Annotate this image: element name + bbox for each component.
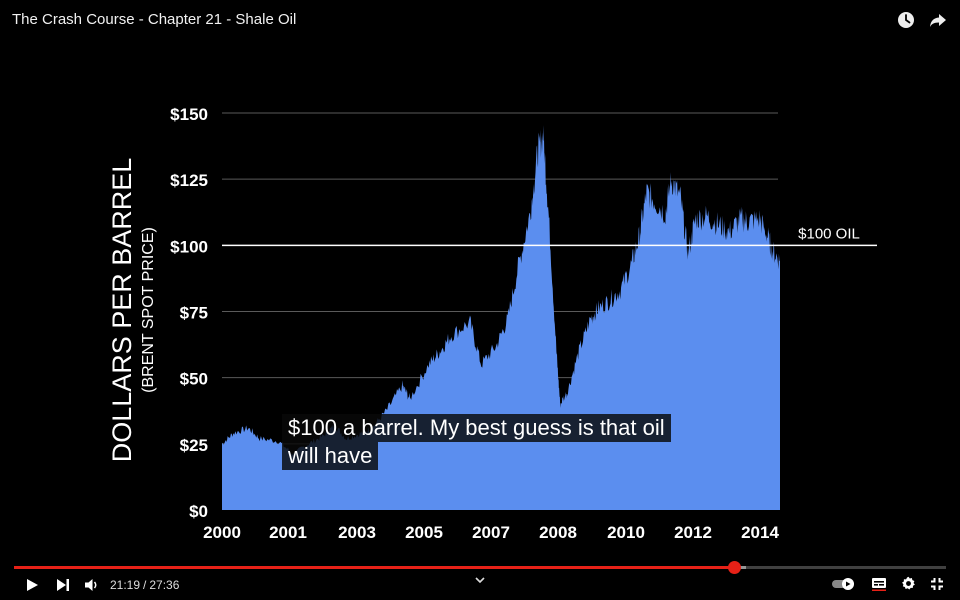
x-tick-labels: 2000 2001 2003 2005 2007 2008 2010 2012 2014 (203, 523, 779, 542)
y-tick-label: $75 (180, 304, 208, 323)
oil-price-chart: $0 $25 $50 $75 $100 $125 $150 2000 2001 2003 2005… (107, 105, 877, 542)
x-tick-label: 2012 (674, 523, 712, 542)
progress-bar[interactable] (14, 561, 946, 574)
y-tick-label: $125 (170, 171, 208, 190)
video-title[interactable]: The Crash Course - Chapter 21 - Shale Oi… (12, 11, 297, 28)
x-tick-label: 2003 (338, 523, 376, 542)
clock-icon[interactable] (896, 10, 916, 30)
y-tick-label: $0 (189, 502, 208, 521)
x-tick-label: 2000 (203, 523, 241, 542)
scrub-handle[interactable] (727, 561, 741, 574)
top-actions (896, 10, 948, 30)
duration: 27:36 (149, 578, 180, 592)
x-tick-label: 2001 (269, 523, 307, 542)
gear-icon[interactable] (901, 576, 916, 591)
price-area-series (222, 125, 780, 511)
caption-line-2: will have (282, 442, 379, 470)
y-tick-label: $150 (170, 105, 208, 124)
y-axis-label: DOLLARS PER BARREL (107, 158, 137, 463)
right-controls (831, 576, 944, 591)
volume-icon[interactable] (84, 577, 100, 593)
share-arrow-icon[interactable] (928, 10, 948, 30)
x-tick-label: 2005 (405, 523, 443, 542)
y-tick-label: $25 (180, 436, 208, 455)
caption-line-1: $100 a barrel. My best guess is that oil (282, 414, 671, 442)
exit-fullscreen-icon[interactable] (930, 577, 944, 591)
player-controls: 21:19/27:36 (0, 572, 960, 598)
caption-box: $100 a barrel. My best guess is that oil… (282, 414, 671, 470)
y-tick-labels: $0 $25 $50 $75 $100 $125 $150 (170, 105, 208, 521)
y-tick-label: $100 (170, 237, 208, 256)
chevron-down-icon[interactable] (474, 575, 486, 585)
reference-line-label: $100 OIL (798, 225, 860, 242)
x-tick-label: 2010 (607, 523, 645, 542)
subtitles-icon[interactable] (871, 577, 887, 591)
x-tick-label: 2007 (472, 523, 510, 542)
y-tick-label: $50 (180, 370, 208, 389)
x-tick-label: 2014 (741, 523, 779, 542)
y-axis-sublabel: (BRENT SPOT PRICE) (140, 227, 157, 393)
time-separator: / (143, 578, 147, 592)
play-icon[interactable] (24, 577, 40, 593)
x-tick-label: 2008 (539, 523, 577, 542)
next-icon[interactable] (56, 578, 70, 592)
autoplay-toggle-icon[interactable] (831, 577, 857, 591)
current-time: 21:19 (110, 578, 141, 592)
played-bar (14, 566, 734, 569)
time-display: 21:19/27:36 (110, 578, 179, 592)
